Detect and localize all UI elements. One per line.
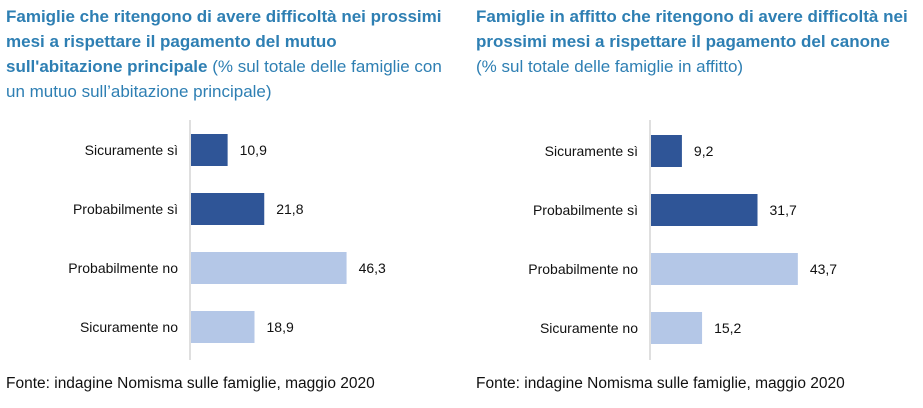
category-label: Probabilmente sì — [73, 201, 178, 217]
category-label: Probabilmente sì — [533, 202, 638, 218]
bar-0 — [651, 135, 682, 167]
bar-3 — [651, 312, 703, 344]
chart-source-note: Fonte: indagine Nomisma sulle famiglie, … — [6, 375, 375, 392]
chart-panel-mutuo: Famiglie che ritengono di avere difficol… — [0, 0, 460, 408]
category-label: Sicuramente sì — [545, 143, 638, 159]
chart-title-bold: Famiglie in affitto che ritengono di ave… — [476, 7, 908, 51]
bar-chart-affitto: Sicuramente sì 9,2 Probabilmente sì 31,7 Pro… — [528, 120, 837, 360]
bar-2 — [191, 252, 347, 284]
chart-source-note: Fonte: indagine Nomisma sulle famiglie, … — [476, 375, 845, 392]
chart-title-subtitle: (% sul totale delle famiglie con un mutu… — [6, 57, 442, 101]
category-label: Probabilmente no — [528, 261, 638, 277]
bar-0 — [191, 134, 228, 166]
chart-title-bold: Famiglie che ritengono di avere difficol… — [6, 7, 442, 76]
category-label: Probabilmente no — [68, 260, 178, 276]
category-label: Sicuramente no — [540, 320, 638, 336]
value-label: 10,9 — [240, 142, 267, 158]
bar-1 — [651, 194, 758, 226]
category-label: Sicuramente no — [80, 319, 178, 335]
value-label: 15,2 — [714, 320, 741, 336]
value-label: 43,7 — [810, 261, 837, 277]
value-label: 21,8 — [276, 201, 303, 217]
value-label: 18,9 — [267, 319, 294, 335]
chart-panel-affitto: Famiglie in affitto che ritengono di ave… — [470, 0, 923, 408]
value-label: 46,3 — [359, 260, 386, 276]
chart-title: Famiglie che ritengono di avere difficol… — [6, 4, 450, 104]
bar-1 — [191, 193, 265, 225]
category-label: Sicuramente sì — [85, 142, 178, 158]
chart-title: Famiglie in affitto che ritengono di ave… — [476, 4, 913, 79]
value-label: 9,2 — [694, 143, 714, 159]
bar-3 — [191, 311, 255, 343]
bar-chart-mutuo: Sicuramente sì 10,9 Probabilmente sì 21,8 Pr… — [68, 120, 386, 360]
bar-2 — [651, 253, 798, 285]
value-label: 31,7 — [770, 202, 797, 218]
chart-title-subtitle: (% sul totale delle famiglie in affitto) — [476, 57, 744, 76]
